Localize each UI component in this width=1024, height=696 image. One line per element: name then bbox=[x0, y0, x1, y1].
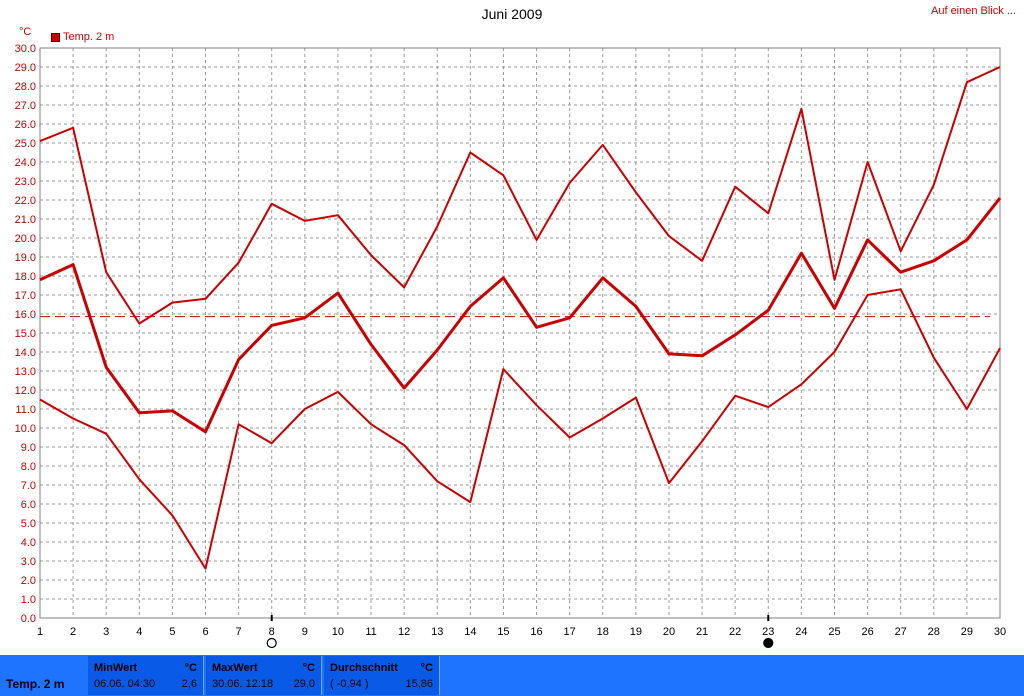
series-line-min bbox=[39, 288, 1001, 570]
x-tick-label: 23 bbox=[762, 626, 774, 638]
y-tick-label: 18.0 bbox=[15, 271, 36, 283]
y-tick-label: 28.0 bbox=[15, 81, 36, 93]
series-line-mean bbox=[39, 197, 1002, 434]
y-tick-label: 22.0 bbox=[15, 195, 36, 207]
y-tick-label: 15.0 bbox=[15, 328, 36, 340]
y-tick-label: 16.0 bbox=[15, 309, 36, 321]
filled-circle-icon bbox=[763, 637, 774, 649]
x-tick-label: 13 bbox=[431, 626, 443, 638]
average-delta: ( -0,94 ) bbox=[330, 678, 369, 690]
x-tick-label: 6 bbox=[202, 626, 208, 638]
y-tick-label: 29.0 bbox=[15, 62, 36, 74]
legend-swatch bbox=[51, 32, 60, 42]
x-tick-label: 28 bbox=[928, 626, 940, 638]
x-tick-label: 24 bbox=[795, 626, 807, 638]
y-tick-label: 1.0 bbox=[21, 594, 36, 606]
x-tick-label: 1 bbox=[37, 626, 43, 638]
y-tick-label: 14.0 bbox=[15, 347, 36, 359]
x-tick-label: 3 bbox=[103, 626, 109, 638]
y-tick-label: 8.0 bbox=[21, 461, 36, 473]
y-tick-label: 21.0 bbox=[15, 214, 36, 226]
min-value-box: MinWert °C 06.06. 04:30 2,6 bbox=[88, 656, 204, 695]
y-tick-label: 30.0 bbox=[15, 43, 36, 55]
y-tick-label: 7.0 bbox=[21, 480, 36, 492]
y-tick-label: 3.0 bbox=[21, 556, 36, 568]
x-tick-label: 14 bbox=[464, 626, 476, 638]
y-tick-label: 0.0 bbox=[21, 613, 36, 625]
y-tick-label: 25.0 bbox=[15, 138, 36, 150]
x-tick-label: 11 bbox=[365, 626, 376, 638]
y-tick-label: 17.0 bbox=[15, 290, 36, 302]
min-time: 06.06. 04:30 bbox=[94, 678, 156, 690]
x-tick-label: 19 bbox=[630, 626, 642, 638]
y-axis-unit: °C bbox=[19, 26, 32, 38]
chart-title: Juni 2009 bbox=[481, 6, 543, 22]
open-circle-icon bbox=[266, 637, 277, 649]
x-tick-label: 25 bbox=[828, 626, 840, 638]
x-tick-label: 5 bbox=[169, 626, 175, 638]
max-unit: °C bbox=[302, 662, 315, 674]
temperature-chart: 0.01.02.03.04.05.06.07.08.09.010.011.012… bbox=[15, 43, 1006, 649]
x-tick-label: 17 bbox=[564, 626, 576, 638]
x-tick-label: 18 bbox=[597, 626, 609, 638]
y-tick-label: 20.0 bbox=[15, 233, 36, 245]
y-tick-label: 11.0 bbox=[15, 404, 36, 416]
series-line-max bbox=[39, 66, 1001, 325]
x-tick-label: 29 bbox=[961, 626, 973, 638]
average-label: Durchschnitt bbox=[330, 662, 398, 674]
legend-label: Temp. 2 m bbox=[63, 31, 115, 43]
y-tick-label: 27.0 bbox=[15, 100, 36, 112]
x-tick-label: 15 bbox=[497, 626, 509, 638]
y-tick-label: 4.0 bbox=[21, 537, 36, 549]
x-tick-label: 30 bbox=[994, 626, 1006, 638]
x-tick-label: 12 bbox=[398, 626, 410, 638]
y-tick-label: 5.0 bbox=[21, 518, 36, 530]
min-unit: °C bbox=[184, 662, 197, 674]
max-label: MaxWert bbox=[212, 662, 258, 674]
overview-link[interactable]: Auf einen Blick ... bbox=[931, 5, 1016, 17]
x-tick-label: 21 bbox=[696, 626, 708, 638]
max-time: 30.06. 12:18 bbox=[212, 678, 274, 690]
x-tick-label: 9 bbox=[302, 626, 308, 638]
x-tick-label: 16 bbox=[530, 626, 542, 638]
y-tick-label: 2.0 bbox=[21, 575, 36, 587]
y-tick-label: 24.0 bbox=[15, 157, 36, 169]
x-tick-label: 7 bbox=[236, 626, 242, 638]
min-value: 2,6 bbox=[181, 678, 197, 690]
y-tick-label: 23.0 bbox=[15, 176, 36, 188]
x-tick-label: 26 bbox=[861, 626, 873, 638]
x-tick-label: 8 bbox=[269, 626, 275, 638]
x-tick-label: 20 bbox=[663, 626, 675, 638]
y-tick-label: 12.0 bbox=[15, 385, 36, 397]
y-tick-label: 6.0 bbox=[21, 499, 36, 511]
legend[interactable]: Temp. 2 m bbox=[51, 31, 114, 43]
x-tick-label: 2 bbox=[70, 626, 76, 638]
y-tick-label: 9.0 bbox=[21, 442, 36, 454]
average-unit: °C bbox=[420, 662, 433, 674]
max-value: 29,0 bbox=[293, 678, 315, 690]
y-tick-label: 13.0 bbox=[15, 366, 36, 378]
y-tick-label: 10.0 bbox=[15, 423, 36, 435]
y-tick-label: 26.0 bbox=[15, 119, 36, 131]
average-value: 15,86 bbox=[405, 678, 433, 690]
y-tick-label: 19.0 bbox=[15, 252, 36, 264]
max-value-box: MaxWert °C 30.06. 12:18 29,0 bbox=[206, 656, 322, 695]
plot-frame bbox=[39, 47, 1001, 619]
x-tick-label: 27 bbox=[895, 626, 907, 638]
x-tick-label: 4 bbox=[136, 626, 142, 638]
footer-series-name: Temp. 2 m bbox=[6, 677, 65, 691]
average-value-box: Durchschnitt °C ( -0,94 ) 15,86 bbox=[324, 656, 440, 695]
min-label: MinWert bbox=[94, 662, 138, 674]
x-tick-label: 22 bbox=[729, 626, 741, 638]
x-tick-label: 10 bbox=[332, 626, 344, 638]
